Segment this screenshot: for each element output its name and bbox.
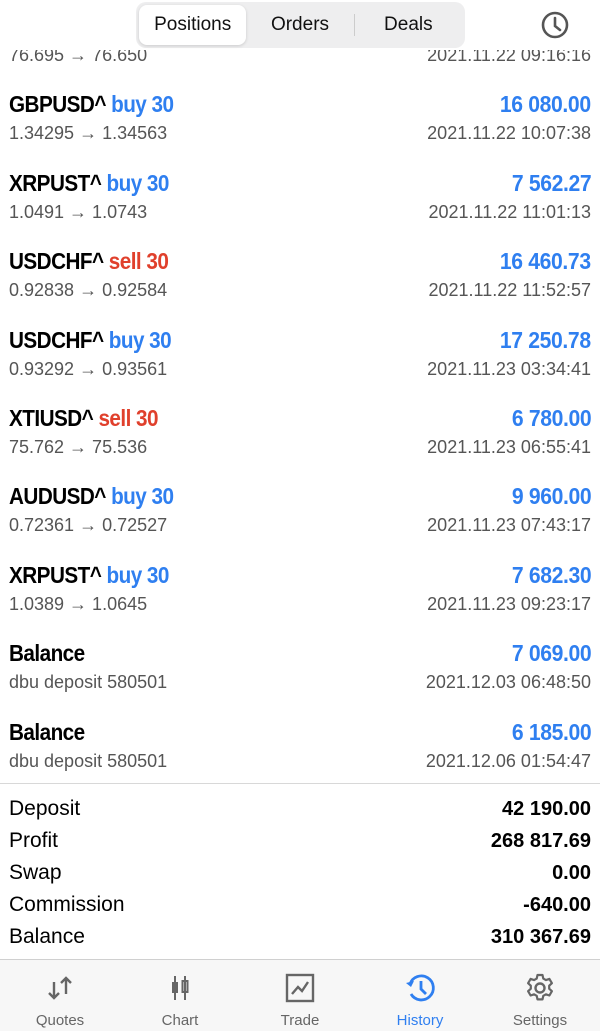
deal-prices: dbu deposit 580501 (9, 750, 168, 771)
trade-chart-icon (285, 973, 315, 1003)
deal-symbol: Balance (9, 640, 85, 667)
deal-prices: 1.0389 → 1.0645 (9, 593, 148, 614)
deal-prices: 0.72361 → 0.72527 (9, 515, 168, 536)
deal-time: 2021.12.06 01:54:47 (425, 750, 591, 771)
deal-row[interactable]: XRPUST^ buy 30 7 562.27 1.0491 → 1.0743 … (0, 166, 600, 244)
tab-trade[interactable]: Trade (240, 960, 360, 1031)
deal-side: buy 30 (108, 326, 172, 353)
header: Positions Orders Deals (0, 0, 600, 50)
deal-profit: 7 562.27 (511, 169, 592, 196)
deal-title: USDCHF^ buy 30 (9, 326, 172, 354)
tab-settings[interactable]: Settings (480, 960, 600, 1031)
deal-profit: 7 682.30 (511, 561, 592, 588)
deal-title: Balance (9, 719, 85, 746)
candlestick-icon (172, 976, 189, 1000)
summary-row-balance: Balance 310 367.69 (0, 921, 600, 953)
deal-title: USDCHF^ sell 30 (9, 248, 169, 275)
deal-row[interactable]: 76.695 → 76.650 2021.11.22 09:16:16 (0, 9, 600, 87)
deal-row[interactable]: XRPUST^ buy 30 7 682.30 1.0389 → 1.0645 … (0, 558, 600, 636)
gear-icon (527, 973, 553, 1001)
summary-label: Balance (9, 925, 85, 948)
deal-profit: 9 960.00 (511, 483, 592, 510)
deal-title: GBPUSD^ buy 30 (9, 91, 174, 118)
clock-icon[interactable] (540, 10, 570, 40)
deal-symbol: XRPUST^ (9, 561, 102, 588)
deal-prices: 0.93292 → 0.93561 (9, 358, 168, 379)
deal-time: 2021.11.23 06:55:41 (427, 436, 591, 457)
deal-row[interactable]: USDCHF^ buy 30 17 250.78 0.93292 → 0.935… (0, 323, 600, 401)
deal-prices: 76.695 → 76.650 (9, 45, 148, 65)
deal-symbol: USDCHF^ (9, 248, 104, 275)
summary: Deposit 42 190.00 Profit 268 817.69 Swap 0.00… (0, 783, 600, 953)
deal-title: AUDUSD^ buy 30 (9, 483, 174, 510)
deal-time: 2021.11.22 11:01:13 (428, 201, 591, 222)
deal-profit: 16 460.73 (500, 248, 591, 275)
deal-side: buy 30 (111, 91, 174, 118)
deal-title: XTIUSD^ sell 30 (9, 404, 159, 432)
deal-side: buy 30 (106, 169, 169, 196)
segmented-control: Positions Orders Deals (136, 2, 465, 48)
deal-prices: 0.92838 → 0.92584 (9, 280, 168, 301)
deal-title: XRPUST^ buy 30 (9, 170, 169, 197)
deal-profit: 6 780.00 (511, 404, 592, 431)
summary-value: -640.00 (523, 893, 591, 916)
summary-value: 310 367.69 (490, 925, 591, 948)
deals-list: 76.695 → 76.650 2021.11.22 09:16:16 GBPUS… (0, 9, 600, 793)
deal-time: 2021.11.22 09:16:16 (427, 45, 591, 65)
deal-side: sell 30 (98, 404, 158, 431)
tab-chart[interactable]: Chart (120, 960, 240, 1031)
deal-time: 2021.11.23 09:23:17 (427, 593, 591, 614)
summary-row-deposit: Deposit 42 190.00 (0, 793, 600, 825)
deal-row[interactable]: AUDUSD^ buy 30 9 960.00 0.72361 → 0.7252… (0, 479, 600, 557)
summary-label: Deposit (9, 797, 81, 820)
deal-prices: 75.762 → 75.536 (9, 436, 148, 457)
deal-symbol: GBPUSD^ (9, 91, 106, 118)
deal-time: 2021.11.22 11:52:57 (428, 280, 591, 301)
deal-row[interactable]: USDCHF^ sell 30 16 460.73 0.92838 → 0.92… (0, 244, 600, 322)
deal-prices: 1.0491 → 1.0743 (9, 201, 148, 222)
deal-side: buy 30 (106, 561, 169, 588)
deal-row[interactable]: Balance 6 185.00 dbu deposit 580501 2021… (0, 715, 600, 793)
deal-symbol: Balance (9, 718, 85, 745)
tab-positions[interactable]: Positions (139, 5, 247, 45)
summary-label: Swap (9, 861, 62, 884)
summary-label: Profit (9, 829, 59, 852)
history-icon (406, 974, 435, 1002)
deal-time: 2021.11.23 03:34:41 (427, 358, 591, 379)
deal-prices: dbu deposit 580501 (9, 672, 168, 693)
deal-prices: 1.34295 → 1.34563 (9, 123, 168, 144)
summary-value: 0.00 (552, 861, 591, 884)
tab-orders[interactable]: Orders (270, 14, 330, 35)
deal-symbol: XRPUST^ (9, 169, 102, 196)
deal-symbol: XTIUSD^ (9, 404, 94, 431)
deal-side: sell 30 (108, 248, 169, 275)
tab-deals[interactable]: Deals (384, 14, 433, 35)
segment-divider (353, 14, 355, 36)
deal-time: 2021.11.23 07:43:17 (427, 515, 591, 536)
summary-value: 42 190.00 (502, 797, 591, 820)
deal-time: 2021.11.22 10:07:38 (427, 123, 591, 144)
summary-row-commission: Commission -640.00 (0, 889, 600, 921)
summary-label: Commission (9, 893, 125, 916)
summary-row-profit: Profit 268 817.69 (0, 825, 600, 857)
deal-row[interactable]: GBPUSD^ buy 30 16 080.00 1.34295 → 1.345… (0, 87, 600, 165)
deal-time: 2021.12.03 06:48:50 (425, 672, 591, 693)
summary-value: 268 817.69 (490, 829, 591, 852)
deal-title: XRPUST^ buy 30 (9, 562, 169, 589)
tab-quotes[interactable]: Quotes (0, 960, 120, 1031)
deal-title: Balance (9, 640, 85, 667)
tab-history[interactable]: History (360, 960, 480, 1031)
deal-symbol: AUDUSD^ (9, 483, 106, 510)
summary-row-swap: Swap 0.00 (0, 857, 600, 889)
deal-row[interactable]: XTIUSD^ sell 30 6 780.00 75.762 → 75.536… (0, 401, 600, 479)
tab-bar: Quotes Chart Trade History Settings (0, 959, 600, 1031)
deal-side: buy 30 (111, 483, 174, 510)
deal-profit: 6 185.00 (511, 718, 592, 745)
quotes-arrows-icon (48, 976, 72, 1000)
deal-profit: 7 069.00 (511, 640, 592, 667)
deal-row[interactable]: Balance 7 069.00 dbu deposit 580501 2021… (0, 636, 600, 714)
deal-profit: 16 080.00 (500, 91, 591, 118)
deal-symbol: USDCHF^ (9, 326, 104, 353)
deal-profit: 17 250.78 (500, 326, 591, 353)
